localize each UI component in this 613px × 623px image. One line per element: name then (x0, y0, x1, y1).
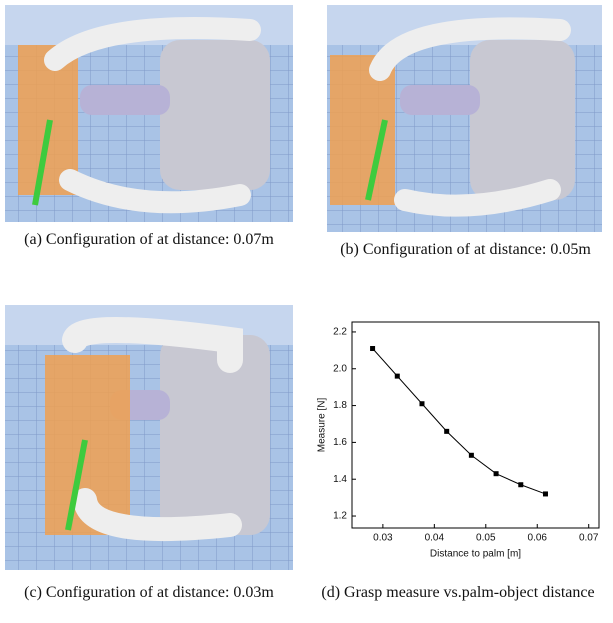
marker (370, 346, 375, 351)
y-tick-label: 2.0 (333, 363, 347, 374)
caption: (b) Configuration of at distance: 0.05m (318, 240, 613, 259)
caption: (a) Configuration of at distance: 0.07m (0, 230, 298, 249)
y-tick-label: 1.2 (333, 511, 347, 522)
x-tick-label: 0.05 (476, 533, 496, 544)
line (373, 349, 546, 494)
x-tick-label: 0.03 (373, 533, 393, 544)
photo-b (327, 5, 602, 232)
y-tick-label: 1.4 (333, 474, 347, 485)
y-axis-label: Measure [N] (317, 398, 328, 453)
figure: 1.2 1.4 1.6 1.8 2.0 2.2 0.03 0.04 0.05 0.06 0.07 Di… (0, 0, 613, 623)
caption: (c) Configuration of at distance: 0.03m (0, 583, 298, 602)
photo-a (5, 5, 293, 222)
page: 1.2 1.4 1.6 1.8 2.0 2.2 0.03 0.04 0.05 0.06 0.07 Di… (0, 0, 613, 623)
photo-c (5, 305, 293, 570)
marker (543, 491, 548, 496)
marker (444, 429, 449, 434)
x-tick-label: 0.04 (425, 533, 445, 544)
x-axis-label: Distance to palm [m] (430, 549, 521, 560)
marker (494, 471, 499, 476)
x-tick-label: 0.07 (579, 533, 599, 544)
y-tick-label: 2.2 (333, 327, 347, 338)
y-tick-label: 1.8 (333, 400, 347, 411)
y-tick-label: 1.6 (333, 437, 347, 448)
plot-frame (352, 322, 599, 528)
marker (469, 453, 474, 458)
marker (419, 401, 424, 406)
marker (395, 374, 400, 379)
x-tick-label: 0.06 (528, 533, 548, 544)
marker (518, 482, 523, 487)
caption: (d) Grasp measure vs.palm-object distanc… (303, 583, 613, 602)
